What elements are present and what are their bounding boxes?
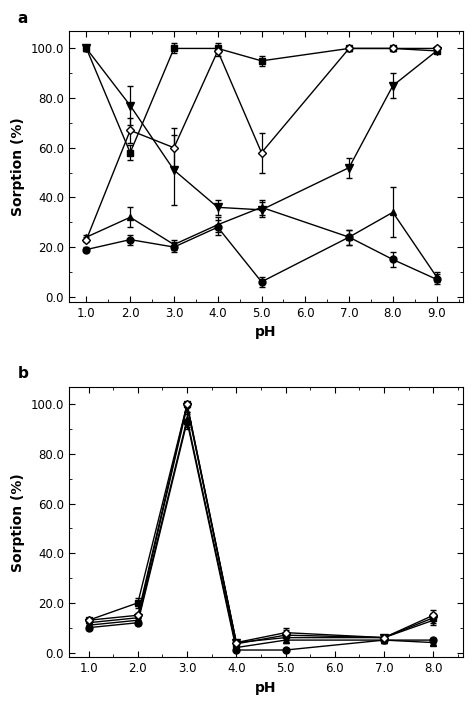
Text: a: a — [18, 11, 28, 25]
Text: b: b — [18, 366, 28, 381]
Y-axis label: Sorption (%): Sorption (%) — [11, 473, 25, 572]
X-axis label: pH: pH — [255, 681, 277, 695]
Y-axis label: Sorption (%): Sorption (%) — [11, 117, 25, 216]
X-axis label: pH: pH — [255, 325, 277, 339]
